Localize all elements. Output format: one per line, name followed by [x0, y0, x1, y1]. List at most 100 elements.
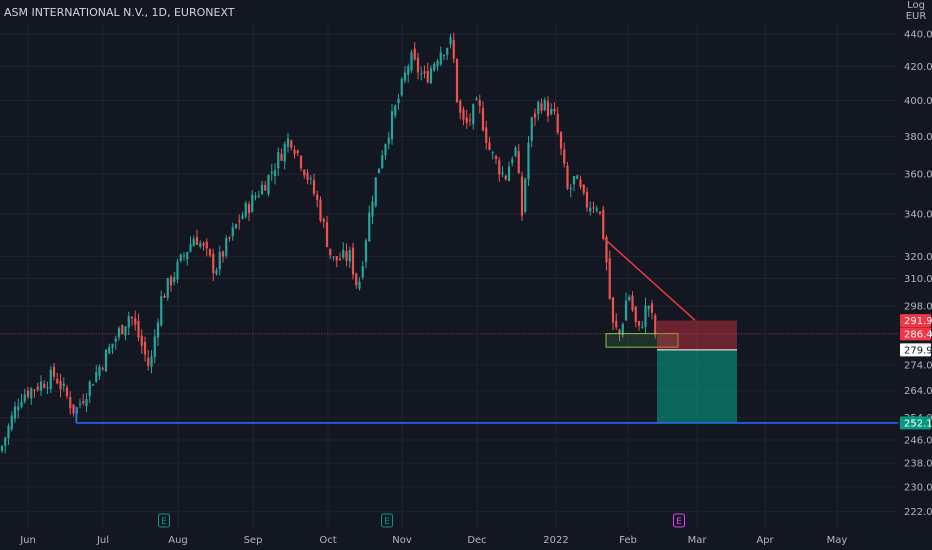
price-label-badge — [900, 343, 931, 357]
scale-label[interactable]: Log — [907, 0, 925, 11]
x-tick-label: Jun — [19, 535, 36, 546]
candle-body — [598, 211, 602, 214]
candle-body — [371, 201, 374, 217]
candle-body — [436, 61, 439, 67]
candle-body — [335, 256, 338, 261]
candle-body — [628, 296, 631, 301]
candle-body — [277, 152, 280, 169]
x-tick-label: Apr — [756, 535, 774, 546]
candle-body — [319, 199, 322, 221]
candle-body — [358, 281, 361, 289]
candle-body — [576, 175, 579, 179]
candle-body — [472, 104, 475, 125]
candle-body — [446, 48, 449, 55]
candle-body — [273, 170, 277, 177]
candle-body — [407, 66, 410, 75]
x-tick-label: Dec — [467, 535, 486, 546]
candle-body — [260, 184, 264, 195]
candle-body — [0, 445, 4, 451]
candle-body — [618, 329, 621, 334]
candle-body — [452, 40, 455, 59]
price-label-text: 286.4 — [904, 329, 932, 340]
candle-body — [637, 321, 641, 326]
price-axis[interactable]: 222.0230.0238.0246.0254.0264.0274.0286.0… — [898, 0, 932, 550]
candle-body — [556, 114, 559, 133]
candle-body — [130, 317, 134, 319]
candle-body — [332, 256, 335, 258]
x-tick-label: May — [827, 535, 848, 546]
candle-body — [134, 318, 137, 325]
candle-body — [559, 132, 563, 149]
candle-body — [572, 176, 576, 185]
candle-body — [290, 140, 293, 148]
candle-body — [384, 144, 387, 156]
candle-body — [101, 368, 104, 370]
candle-body — [644, 305, 647, 327]
time-axis[interactable]: Jun Jul Aug Sep Oct Nov Dec 2022 Feb Mar Apr May — [0, 528, 932, 550]
x-tick-label: Jul — [96, 535, 109, 546]
candle-body — [182, 255, 186, 257]
candle-body — [504, 175, 507, 180]
candle-body — [108, 347, 111, 354]
candle-body — [426, 70, 429, 83]
candle-body — [140, 335, 143, 346]
candle-body — [634, 306, 637, 322]
candle-body — [43, 383, 46, 388]
candle-body — [20, 401, 23, 407]
candle-body — [218, 252, 221, 270]
candlestick-series — [0, 32, 657, 454]
candle-body — [7, 425, 10, 439]
candle-body — [137, 320, 140, 338]
x-tick-label: Feb — [619, 535, 637, 546]
candle-body — [543, 99, 546, 111]
chart-drawings[interactable] — [0, 238, 898, 424]
candle-body — [127, 316, 130, 328]
candle-body — [355, 273, 358, 286]
candle-body — [72, 404, 75, 414]
y-tick-label: 360.0 — [904, 170, 932, 181]
candle-body — [478, 100, 481, 106]
candle-body — [647, 305, 650, 310]
candle-body — [433, 63, 436, 71]
candle-body — [46, 387, 49, 389]
candle-body — [641, 326, 644, 328]
x-tick-label: Nov — [392, 535, 412, 546]
candle-body — [202, 243, 205, 246]
candle-body — [225, 237, 228, 256]
candle-body — [403, 72, 407, 81]
candle-body — [410, 52, 413, 71]
currency-label[interactable]: EUR — [906, 11, 927, 22]
candle-body — [104, 349, 108, 372]
candle-body — [286, 138, 290, 147]
candle-body — [475, 98, 478, 101]
candle-body — [82, 401, 85, 404]
candle-body — [205, 241, 208, 249]
candle-body — [481, 108, 485, 131]
candle-body — [91, 384, 95, 386]
candle-body — [615, 320, 618, 328]
candle-body — [387, 137, 390, 144]
price-label-badge — [900, 327, 931, 341]
price-axis-bg — [898, 0, 932, 550]
earnings-event-marker — [673, 513, 685, 528]
candle-body — [30, 388, 33, 399]
y-tick-label: 264.0 — [904, 386, 932, 397]
candle-body — [631, 295, 634, 311]
candle-body — [348, 250, 351, 262]
candle-body — [88, 381, 91, 396]
candle-body — [517, 151, 520, 174]
y-tick-label: 380.0 — [904, 132, 932, 143]
candle-body — [293, 149, 296, 155]
candle-body — [550, 109, 553, 115]
candle-body — [124, 326, 127, 336]
candle-body — [98, 366, 101, 376]
candle-body — [439, 52, 442, 65]
y-tick-label: 274.0 — [904, 360, 932, 371]
candle-body — [234, 224, 238, 228]
candle-body — [85, 398, 88, 407]
y-tick-label: 340.0 — [904, 210, 932, 221]
candle-body — [36, 386, 39, 390]
y-tick-label: 298.0 — [904, 302, 932, 313]
candle-body — [296, 150, 299, 154]
